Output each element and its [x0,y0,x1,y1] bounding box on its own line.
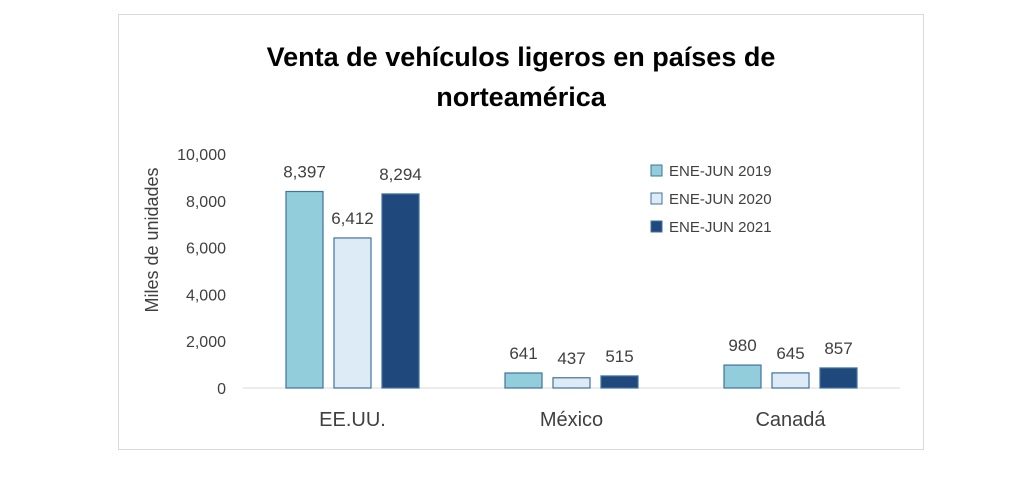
bar [723,364,762,389]
y-tick-label: 8,000 [186,194,226,211]
x-tick-label: México [540,409,603,431]
data-label: 645 [776,344,804,363]
legend-label: ENE-JUN 2021 [669,219,772,236]
x-tick-label: Canadá [755,409,826,431]
y-tick-label: 2,000 [186,334,226,351]
data-label: 857 [824,339,852,358]
y-axis-title: Miles de unidades [142,167,162,312]
x-tick-label: EE.UU. [319,409,386,431]
legend-swatch [650,192,663,205]
data-label: 6,412 [331,209,374,228]
chart-title-line-2: norteamérica [436,82,606,112]
legend-label: ENE-JUN 2019 [669,163,772,180]
y-tick-label: 10,000 [177,147,226,164]
bar [381,193,420,389]
y-tick-label: 6,000 [186,241,226,258]
legend-label: ENE-JUN 2020 [669,191,772,208]
bar [819,367,858,389]
bar [600,375,639,389]
data-label: 641 [509,344,537,363]
data-label: 980 [728,336,756,355]
legend-swatch [650,164,663,177]
y-tick-label: 0 [217,381,226,398]
bar [552,377,591,389]
data-label: 8,397 [283,163,326,182]
data-label: 8,294 [379,165,422,184]
bar [333,237,372,389]
bar [504,372,543,389]
chart-title-line-1: Venta de vehículos ligeros en países de [266,42,776,72]
legend-swatch [650,220,663,233]
bar [285,190,324,389]
chart-title: Venta de vehículos ligeros en países de … [119,37,923,117]
bar [771,372,810,389]
data-label: 437 [557,349,585,368]
y-tick-label: 4,000 [186,287,226,304]
data-label: 515 [605,347,633,366]
